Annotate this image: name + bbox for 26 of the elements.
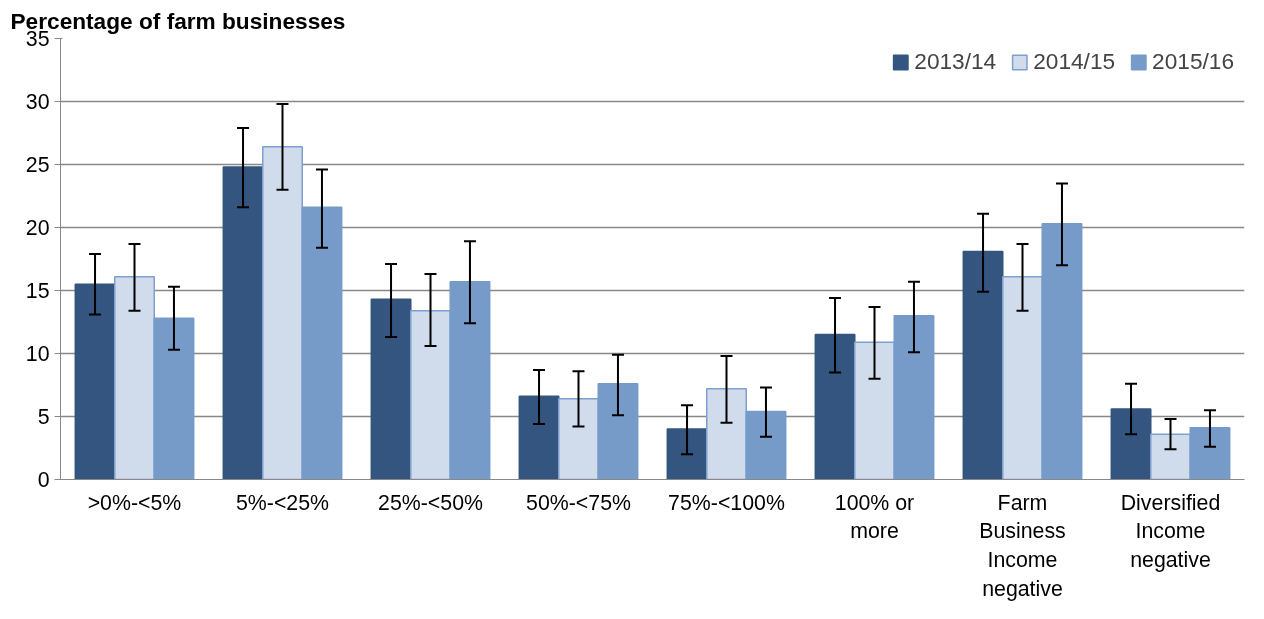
x-tick-label: 75%-<100% — [668, 490, 785, 515]
bar — [1110, 408, 1152, 480]
bar — [74, 283, 116, 480]
y-tick-label: 5 — [37, 405, 50, 429]
legend-label: 2013/14 — [914, 48, 997, 75]
x-tick-label: >0%-<5% — [87, 490, 182, 515]
bar — [370, 298, 412, 480]
y-tick-label: 0 — [37, 468, 50, 492]
legend-label: 2014/15 — [1033, 48, 1116, 75]
y-tick-label: 10 — [25, 342, 50, 366]
bar — [666, 428, 708, 480]
x-tick-label: Farm Business Income negative — [979, 490, 1066, 601]
y-tick-label: 15 — [25, 279, 50, 303]
x-tick-label: 50%-<75% — [526, 490, 631, 515]
bar — [814, 333, 856, 480]
y-tick-label: 25 — [25, 153, 50, 177]
x-tick-label: Diversified Income negative — [1120, 490, 1221, 573]
bar — [222, 166, 264, 480]
bar — [962, 250, 1004, 480]
x-tick-label: 5%-<25% — [235, 490, 330, 515]
x-tick-label: 100% or more — [834, 490, 915, 544]
legend-label: 2015/16 — [1152, 48, 1234, 75]
y-tick-label: 30 — [25, 90, 50, 114]
x-tick-label: 25%-<50% — [378, 490, 483, 515]
bar — [518, 395, 560, 480]
y-tick-label: 20 — [25, 216, 50, 240]
